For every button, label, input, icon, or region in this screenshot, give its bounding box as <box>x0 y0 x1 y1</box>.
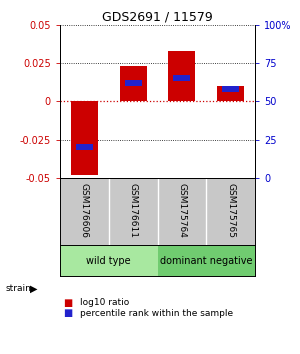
Bar <box>60 245 158 276</box>
Title: GDS2691 / 11579: GDS2691 / 11579 <box>102 11 213 24</box>
Text: GSM176606: GSM176606 <box>80 183 89 239</box>
Bar <box>76 144 93 150</box>
Bar <box>124 80 142 86</box>
Text: strain: strain <box>6 284 32 293</box>
Bar <box>71 101 98 175</box>
Text: log10 ratio: log10 ratio <box>80 298 129 307</box>
Bar <box>158 245 255 276</box>
Bar <box>173 75 190 81</box>
Text: wild type: wild type <box>86 256 131 266</box>
Bar <box>169 51 195 101</box>
Text: GSM175764: GSM175764 <box>177 183 186 238</box>
Text: GSM175765: GSM175765 <box>226 183 235 239</box>
Text: ▶: ▶ <box>30 284 38 293</box>
Text: ■: ■ <box>63 308 72 318</box>
Text: ■: ■ <box>63 298 72 308</box>
Text: percentile rank within the sample: percentile rank within the sample <box>80 309 232 318</box>
Bar <box>120 66 146 101</box>
Bar <box>217 86 244 101</box>
Bar <box>222 86 239 92</box>
Text: GSM176611: GSM176611 <box>129 183 138 239</box>
Text: dominant negative: dominant negative <box>160 256 253 266</box>
